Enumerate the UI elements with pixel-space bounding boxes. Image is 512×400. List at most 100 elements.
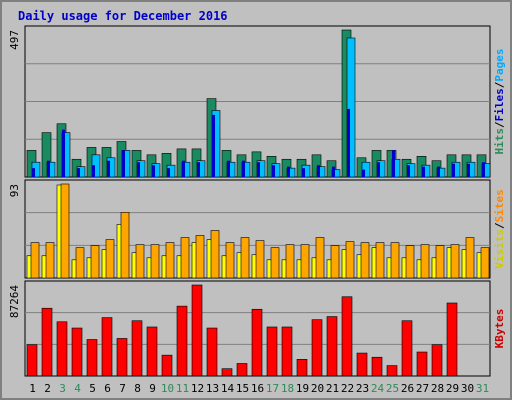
legend-entry: Sites bbox=[493, 189, 506, 222]
bar-kbytes bbox=[176, 305, 188, 377]
bar-files bbox=[407, 165, 410, 177]
bar-kbytes bbox=[326, 316, 338, 377]
bar-files bbox=[227, 160, 230, 177]
y-max-label-top: 497 bbox=[8, 30, 21, 50]
bar-kbytes bbox=[431, 344, 443, 377]
bar-sites bbox=[285, 244, 295, 279]
chart-title: Daily usage for December 2016 bbox=[18, 9, 228, 23]
bar-sites bbox=[420, 244, 430, 279]
x-tick-label: 2 bbox=[44, 382, 51, 395]
y-max-label-middle: 93 bbox=[8, 184, 21, 197]
bar-sites bbox=[105, 239, 115, 279]
bar-kbytes bbox=[86, 339, 98, 377]
bar-files bbox=[422, 166, 425, 177]
x-tick-label: 18 bbox=[281, 382, 294, 395]
legend-middle: Visits/Sites bbox=[493, 189, 506, 269]
bar-files bbox=[272, 165, 275, 177]
bar-kbytes bbox=[146, 326, 158, 377]
bar-sites bbox=[465, 237, 475, 279]
legend-bottom: KBytes bbox=[493, 309, 506, 349]
bar-files bbox=[182, 160, 185, 177]
legend-text: Visits/Sites bbox=[493, 189, 506, 269]
bar-files bbox=[287, 166, 290, 177]
x-tick-label: 15 bbox=[236, 382, 249, 395]
x-tick-label: 29 bbox=[446, 382, 459, 395]
bar-sites bbox=[315, 237, 325, 279]
legend-entry: / bbox=[493, 81, 506, 88]
bar-hits bbox=[311, 154, 322, 178]
legend-entry: KBytes bbox=[493, 309, 506, 349]
bar-sites bbox=[255, 240, 265, 279]
bar-kbytes bbox=[71, 327, 83, 377]
bar-files bbox=[257, 162, 260, 177]
bar-kbytes bbox=[266, 326, 278, 377]
bar-kbytes bbox=[161, 354, 173, 377]
bar-sites bbox=[75, 247, 85, 279]
bar-kbytes bbox=[371, 356, 383, 377]
bar-kbytes bbox=[206, 327, 218, 377]
legend-entry: Visits bbox=[493, 229, 506, 269]
bar-sites bbox=[480, 247, 490, 279]
x-tick-label: 16 bbox=[251, 382, 264, 395]
x-tick-label: 21 bbox=[326, 382, 339, 395]
bar-files bbox=[242, 160, 245, 177]
x-tick-label: 8 bbox=[134, 382, 141, 395]
bar-files bbox=[47, 160, 50, 177]
bar-kbytes bbox=[56, 321, 68, 377]
bar-kbytes bbox=[446, 302, 458, 377]
bar-sites bbox=[270, 247, 280, 279]
bar-files bbox=[452, 163, 455, 177]
bar-pages bbox=[346, 37, 356, 178]
bar-sites bbox=[90, 245, 100, 279]
panel-visits-sites bbox=[24, 179, 491, 279]
bar-kbytes bbox=[296, 359, 308, 377]
bar-files bbox=[32, 168, 35, 177]
bar-sites bbox=[180, 237, 190, 279]
bar-kbytes bbox=[191, 284, 203, 377]
panel-kbytes bbox=[24, 280, 491, 377]
bar-kbytes bbox=[386, 365, 398, 377]
bar-files bbox=[137, 162, 140, 177]
bar-files bbox=[212, 114, 215, 177]
bar-sites bbox=[405, 245, 415, 279]
x-tick-label: 24 bbox=[371, 382, 385, 395]
x-tick-label: 26 bbox=[401, 382, 414, 395]
x-axis-labels: 1 2 3 4 5 6 7 8 9 10 11 12 13 14 15 16 17 18 19 20 21 22 23 24 2… bbox=[29, 382, 489, 395]
bar-sites bbox=[330, 245, 340, 279]
bar-files bbox=[77, 168, 80, 177]
bar-kbytes bbox=[116, 338, 128, 377]
bar-files bbox=[302, 168, 305, 177]
legend-text: KBytes bbox=[493, 309, 506, 349]
x-tick-label: 10 bbox=[161, 382, 174, 395]
x-tick-label: 9 bbox=[149, 382, 156, 395]
bar-files bbox=[392, 150, 395, 177]
x-tick-label: 1 bbox=[29, 382, 36, 395]
bar-sites bbox=[45, 242, 55, 279]
bar-sites bbox=[450, 244, 460, 279]
bar-kbytes bbox=[281, 326, 293, 377]
x-tick-label: 11 bbox=[176, 382, 189, 395]
x-tick-label: 6 bbox=[104, 382, 111, 395]
legend-top: Hits/Files/Pages bbox=[493, 49, 506, 155]
x-tick-label: 31 bbox=[476, 382, 489, 395]
bar-kbytes bbox=[221, 368, 233, 377]
bar-sites bbox=[120, 212, 130, 279]
x-tick-label: 5 bbox=[89, 382, 96, 395]
bar-sites bbox=[210, 230, 220, 279]
bar-kbytes bbox=[356, 352, 368, 377]
bar-files bbox=[317, 165, 320, 177]
x-tick-label: 25 bbox=[386, 382, 399, 395]
bar-sites bbox=[30, 242, 40, 279]
bar-sites bbox=[165, 242, 175, 279]
bar-sites bbox=[225, 242, 235, 279]
bar-sites bbox=[60, 183, 70, 279]
legend-entry: Pages bbox=[493, 49, 506, 82]
bar-files bbox=[467, 163, 470, 177]
bar-files bbox=[152, 165, 155, 177]
bar-sites bbox=[135, 244, 145, 279]
x-tick-label: 20 bbox=[311, 382, 324, 395]
bar-hits bbox=[41, 132, 52, 178]
bar-files bbox=[107, 160, 110, 177]
bar-files bbox=[197, 162, 200, 177]
